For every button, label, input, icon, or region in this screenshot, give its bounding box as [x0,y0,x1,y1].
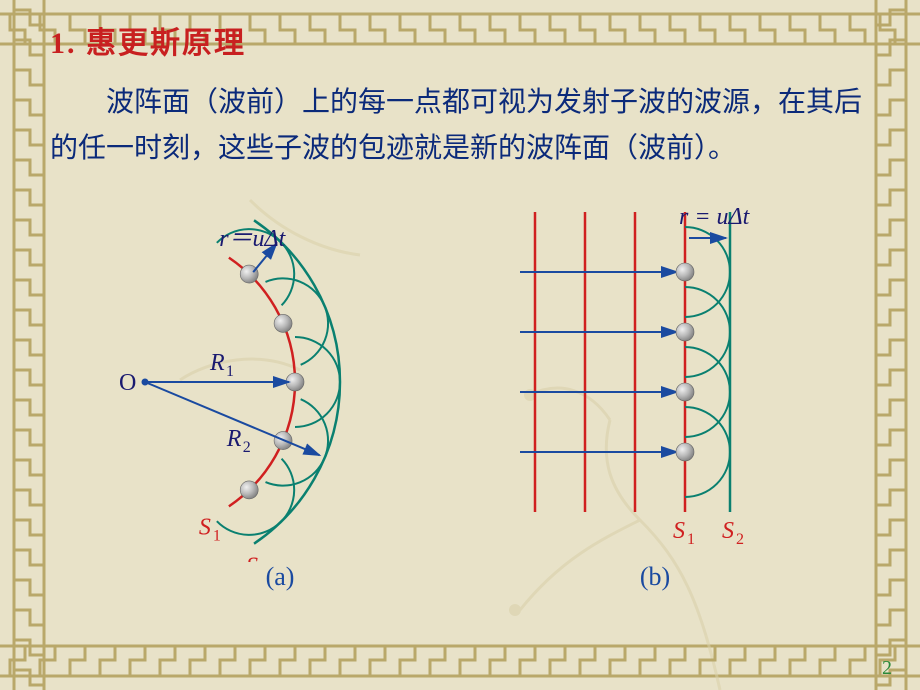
svg-text:2: 2 [243,439,251,456]
diagram-b-svg: r = uΔtS1S2 [505,182,805,562]
svg-text:r = uΔt: r = uΔt [679,204,751,230]
diagram-a: OR1R2r＝uΔtS1S2 (a) [115,182,445,592]
diagram-b: r = uΔtS1S2 (b) [505,182,805,592]
body-paragraph: 波阵面（波前）上的每一点都可视为发射子波的波源，在其后的任一时刻，这些子波的包迹… [50,80,870,172]
svg-text:1: 1 [226,363,234,380]
svg-text:S: S [722,518,734,544]
diagram-a-caption: (a) [266,562,295,592]
svg-text:O: O [119,370,136,396]
svg-text:R: R [209,350,225,376]
svg-text:r＝uΔt: r＝uΔt [219,226,286,252]
diagram-b-caption: (b) [640,562,670,592]
section-heading: 1. 惠更斯原理 [50,18,870,62]
svg-text:S: S [246,554,258,562]
svg-text:1: 1 [687,531,695,548]
diagram-a-svg: OR1R2r＝uΔtS1S2 [115,182,445,562]
svg-text:S: S [199,515,211,541]
svg-text:S: S [673,518,685,544]
svg-text:R: R [226,426,242,452]
svg-text:1: 1 [213,528,221,545]
svg-text:2: 2 [736,531,744,548]
page-number: 2 [882,657,892,680]
